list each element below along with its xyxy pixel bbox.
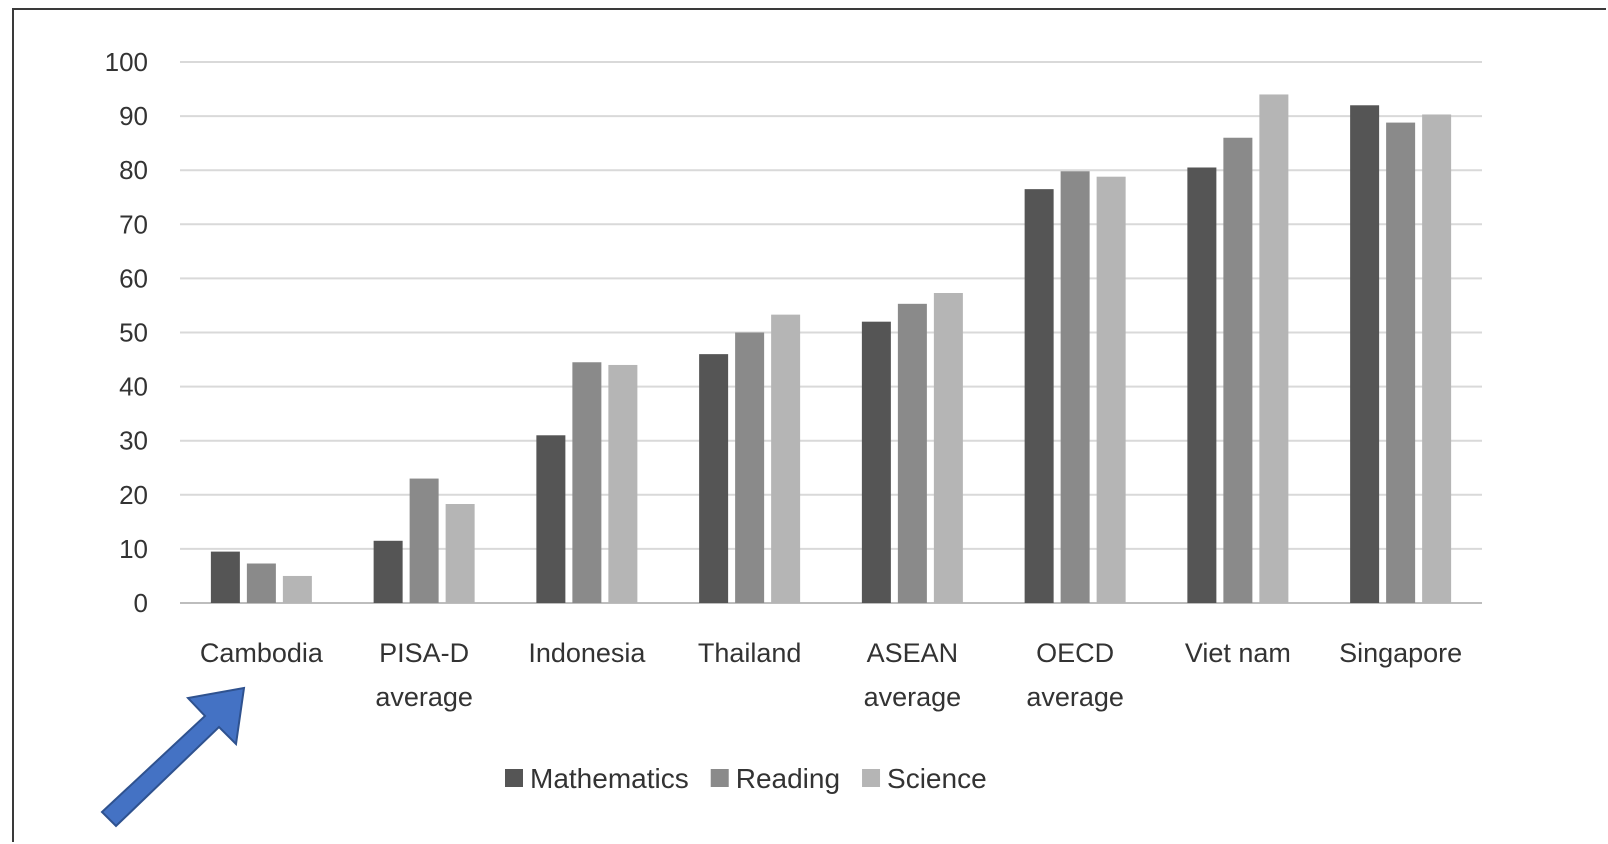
legend-label: Reading [736, 763, 840, 794]
y-tick-label: 80 [119, 155, 148, 185]
y-tick-label: 10 [119, 534, 148, 564]
bar-science [445, 503, 475, 603]
x-tick-label: Singapore [1339, 638, 1462, 668]
y-tick-label: 40 [119, 372, 148, 402]
y-tick-label: 100 [105, 47, 148, 77]
y-axis-tick-labels: 0 10 20 30 40 50 60 70 80 90 100 [105, 47, 148, 618]
bar-science [1422, 114, 1452, 604]
bar-mathematics [699, 354, 729, 603]
chart-frame [12, 8, 1606, 842]
x-tick-label: Thailand [698, 638, 802, 668]
x-tick-label: Indonesia [528, 638, 646, 668]
bar-mathematics [536, 435, 566, 603]
legend: Mathematics Reading Science [505, 763, 987, 794]
y-tick-label: 20 [119, 480, 148, 510]
y-tick-label: 60 [119, 263, 148, 293]
bar-reading [409, 478, 439, 603]
bar-mathematics [373, 540, 403, 603]
x-tick-label: Viet nam [1185, 638, 1291, 668]
legend-swatch [505, 769, 523, 787]
legend-label: Science [887, 763, 987, 794]
y-tick-label: 70 [119, 209, 148, 239]
bar-mathematics [861, 321, 891, 603]
x-axis-category-labels: Cambodia PISA-D average Indonesia Thailand AS… [200, 638, 1462, 712]
bar-reading [1060, 171, 1090, 604]
bar-science [1259, 94, 1289, 604]
bar-reading [246, 563, 276, 603]
legend-swatch [710, 769, 729, 787]
x-tick-label: OECD average [1026, 638, 1124, 712]
bar-mathematics [1350, 105, 1380, 603]
bar-science [608, 364, 638, 603]
x-tick-label: ASEAN average [864, 638, 962, 712]
legend-label: Mathematics [530, 763, 689, 794]
up-right-arrow-icon [100, 686, 246, 828]
bar-reading [735, 332, 765, 603]
bar-reading [1386, 122, 1416, 603]
y-tick-label: 30 [119, 426, 148, 456]
bar-science [282, 575, 312, 603]
bar-reading [897, 303, 927, 603]
y-tick-label: 50 [119, 318, 148, 348]
legend-swatch [862, 769, 881, 787]
bar-science [771, 314, 801, 603]
annotation [100, 686, 246, 828]
bar-mathematics [1024, 189, 1054, 603]
bars [210, 94, 1452, 604]
y-tick-label: 0 [134, 588, 148, 618]
bar-mathematics [1187, 167, 1217, 603]
bar-science [933, 293, 963, 603]
bar-reading [1223, 137, 1253, 604]
x-tick-label: Cambodia [200, 638, 324, 668]
y-tick-label: 90 [119, 101, 148, 131]
bar-science [1096, 176, 1126, 603]
bar-reading [572, 362, 602, 603]
bar-mathematics [210, 551, 240, 603]
x-tick-label: PISA-D average [375, 638, 473, 712]
